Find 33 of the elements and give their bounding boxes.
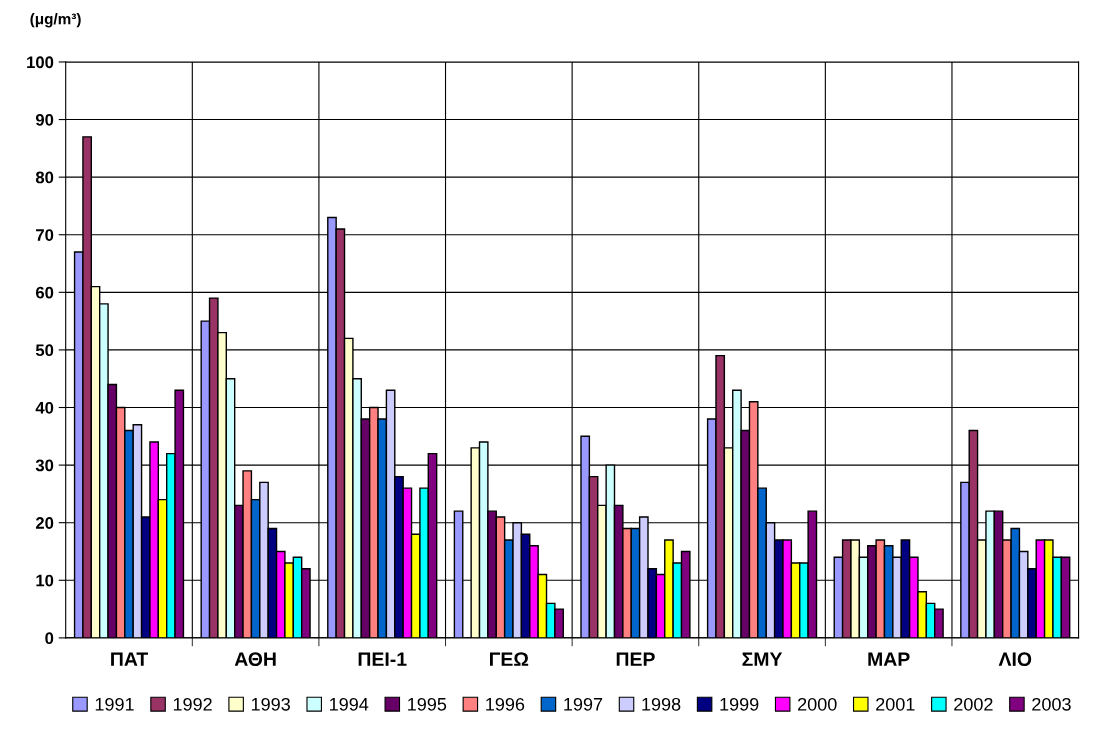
x-tick-label: ΠΕΡ [616,652,655,666]
y-tick-label: 10 [36,574,54,587]
legend-label: 2001 [876,697,915,711]
legend-label: 1997 [564,697,603,711]
x-tick-label: ΓΕΩ [490,652,529,666]
x-tick-label: ΣΜΥ [742,652,783,666]
x-tick-label: ΠΑΤ [111,652,148,666]
y-tick-label: 50 [35,344,54,357]
y-tick-label: 20 [35,517,54,529]
legend-label: 1994 [330,697,369,711]
x-tick-label: ΜΑΡ [868,652,910,666]
y-tick-label: 70 [36,229,54,241]
y-tick-label: 30 [35,459,54,472]
y-tick-label: 0 [45,632,54,645]
y-tick-label: 100 [27,56,54,69]
y-axis-title: (μg/m³) [30,13,81,28]
legend-label: 1999 [720,697,759,711]
y-tick-label: 80 [35,171,54,184]
legend-label: 1995 [408,697,447,711]
legend-label: 2000 [798,697,837,711]
x-tick-label: ΑΘΗ [234,652,276,667]
y-tick-label: 40 [35,401,54,414]
y-tick-label: 60 [35,286,54,299]
x-tick-label: ΠΕΙ-1 [358,652,407,666]
legend-label: 2003 [1032,697,1071,711]
legend-label: 1991 [95,697,134,711]
y-tick-label: 90 [35,113,54,126]
legend-label: 1993 [251,697,290,711]
legend-label: 1998 [642,697,681,711]
legend-label: 1996 [486,697,525,711]
legend-label: 2002 [954,697,993,711]
x-tick-label: ΛΙΟ [998,652,1032,667]
legend-label: 1992 [173,697,212,711]
